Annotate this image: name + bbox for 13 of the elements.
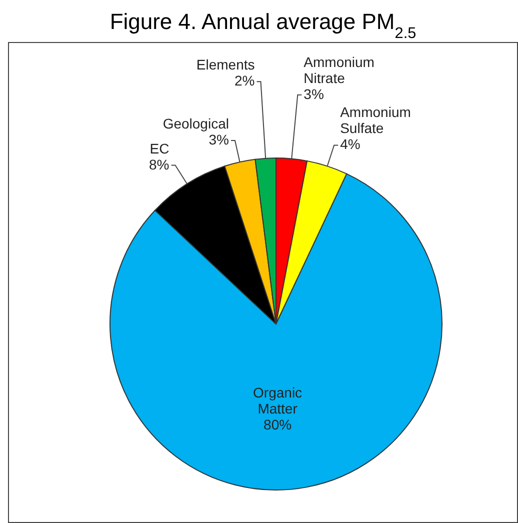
data-label: 8% bbox=[149, 156, 170, 172]
slice-label: Organic Matter bbox=[253, 384, 302, 417]
data-label: 3% bbox=[208, 132, 229, 148]
chart-title: Figure 4. Annual average PM$_{2.5}$ bbox=[110, 9, 416, 42]
slice-label: Geological bbox=[162, 116, 229, 132]
slice-label: Ammonium Nitrate bbox=[304, 54, 374, 86]
data-label: 2% bbox=[234, 72, 255, 89]
data-label: 4% bbox=[340, 136, 360, 152]
slice-label: Elements bbox=[196, 56, 255, 73]
data-label: 3% bbox=[304, 86, 324, 102]
slice-label: EC bbox=[150, 140, 170, 156]
slice-label: Ammonium Sulfate bbox=[340, 104, 411, 136]
data-label: 80% bbox=[264, 416, 292, 433]
